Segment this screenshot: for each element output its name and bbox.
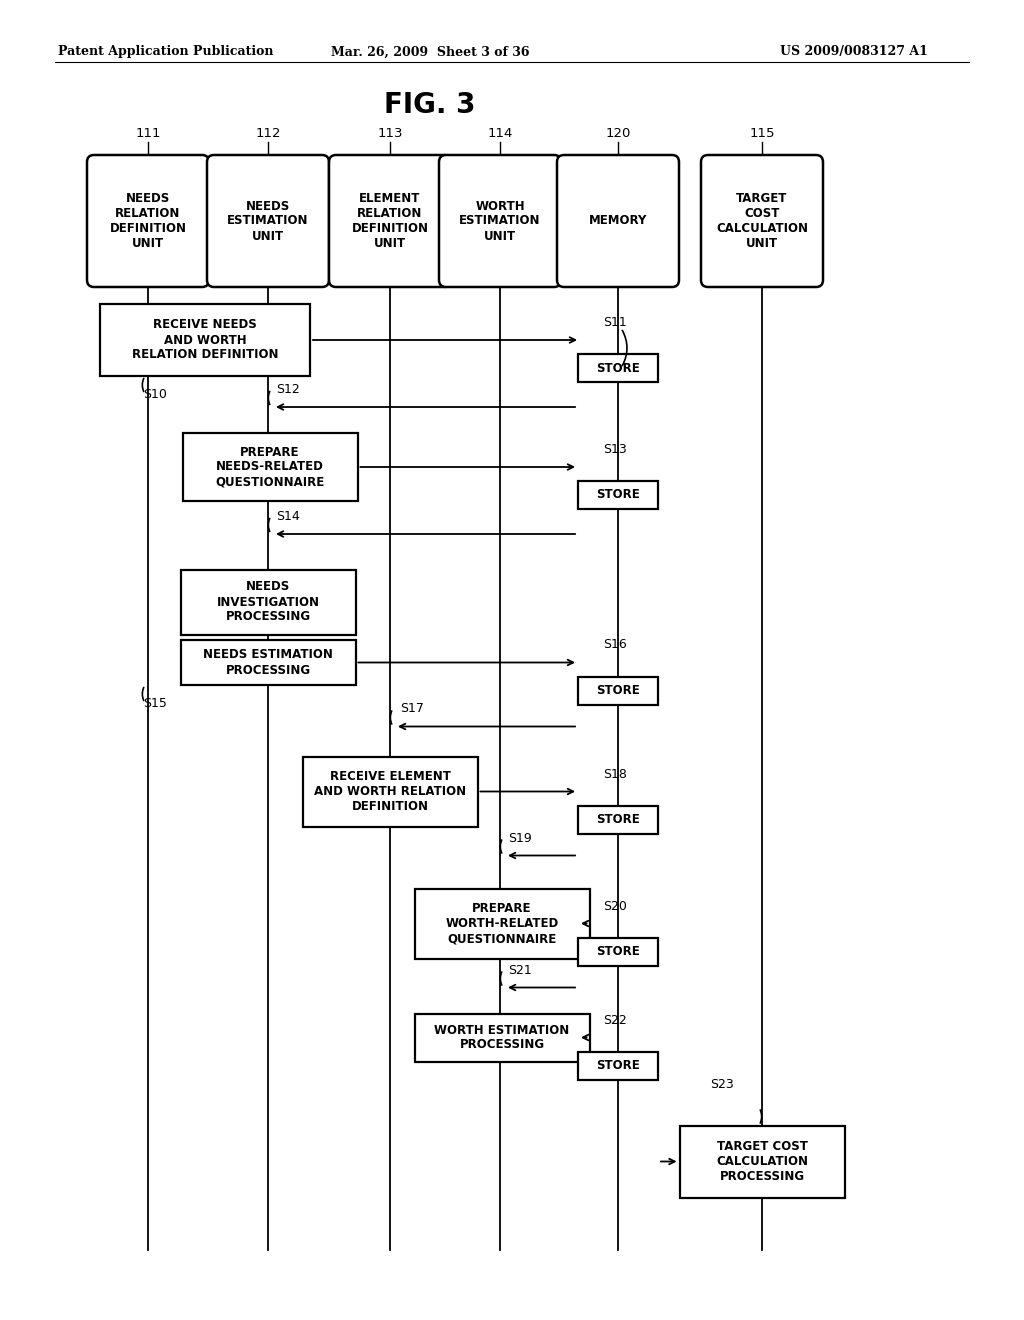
Bar — [180, 640, 355, 685]
Text: PREPARE
NEEDS-RELATED
QUESTIONNAIRE: PREPARE NEEDS-RELATED QUESTIONNAIRE — [215, 446, 325, 488]
Bar — [680, 1126, 845, 1197]
FancyBboxPatch shape — [701, 154, 823, 286]
Text: WORTH
ESTIMATION
UNIT: WORTH ESTIMATION UNIT — [459, 199, 541, 243]
Text: Mar. 26, 2009  Sheet 3 of 36: Mar. 26, 2009 Sheet 3 of 36 — [331, 45, 529, 58]
Bar — [180, 569, 355, 635]
Text: STORE: STORE — [596, 684, 640, 697]
Text: US 2009/0083127 A1: US 2009/0083127 A1 — [780, 45, 928, 58]
Text: S13: S13 — [603, 444, 627, 455]
Text: RECEIVE ELEMENT
AND WORTH RELATION
DEFINITION: RECEIVE ELEMENT AND WORTH RELATION DEFIN… — [314, 770, 466, 813]
Text: STORE: STORE — [596, 813, 640, 826]
Text: STORE: STORE — [596, 362, 640, 375]
Text: NEEDS
INVESTIGATION
PROCESSING: NEEDS INVESTIGATION PROCESSING — [216, 581, 319, 623]
FancyBboxPatch shape — [439, 154, 561, 286]
Text: Patent Application Publication: Patent Application Publication — [58, 45, 273, 58]
Text: RECEIVE NEEDS
AND WORTH
RELATION DEFINITION: RECEIVE NEEDS AND WORTH RELATION DEFINIT… — [132, 318, 279, 362]
Text: S21: S21 — [508, 964, 531, 977]
Bar — [578, 480, 658, 510]
Text: STORE: STORE — [596, 945, 640, 958]
Text: S11: S11 — [603, 315, 627, 329]
Text: MEMORY: MEMORY — [589, 214, 647, 227]
Bar — [578, 805, 658, 833]
Bar — [100, 304, 310, 376]
Text: 112: 112 — [255, 127, 281, 140]
Text: S14: S14 — [276, 510, 300, 523]
Text: 114: 114 — [487, 127, 513, 140]
Bar — [302, 756, 477, 826]
Text: 111: 111 — [135, 127, 161, 140]
Text: NEEDS
RELATION
DEFINITION
UNIT: NEEDS RELATION DEFINITION UNIT — [110, 191, 186, 249]
Text: 113: 113 — [377, 127, 402, 140]
FancyBboxPatch shape — [207, 154, 329, 286]
Text: S20: S20 — [603, 899, 627, 912]
FancyBboxPatch shape — [557, 154, 679, 286]
Text: NEEDS
ESTIMATION
UNIT: NEEDS ESTIMATION UNIT — [227, 199, 309, 243]
Text: S22: S22 — [603, 1014, 627, 1027]
Text: S15: S15 — [143, 697, 167, 710]
Text: S16: S16 — [603, 639, 627, 652]
Text: TARGET COST
CALCULATION
PROCESSING: TARGET COST CALCULATION PROCESSING — [716, 1140, 808, 1183]
Text: 120: 120 — [605, 127, 631, 140]
Text: S19: S19 — [508, 832, 531, 845]
Bar — [415, 888, 590, 958]
Bar — [182, 433, 357, 502]
FancyBboxPatch shape — [329, 154, 451, 286]
Bar — [578, 937, 658, 965]
Text: S12: S12 — [276, 383, 300, 396]
FancyBboxPatch shape — [87, 154, 209, 286]
Text: WORTH ESTIMATION
PROCESSING: WORTH ESTIMATION PROCESSING — [434, 1023, 569, 1052]
Text: TARGET
COST
CALCULATION
UNIT: TARGET COST CALCULATION UNIT — [716, 191, 808, 249]
Text: S10: S10 — [143, 388, 167, 401]
Text: S23: S23 — [710, 1077, 734, 1090]
Text: STORE: STORE — [596, 488, 640, 502]
Text: FIG. 3: FIG. 3 — [384, 91, 476, 119]
Bar — [578, 354, 658, 381]
Bar — [578, 1052, 658, 1080]
Text: PREPARE
WORTH-RELATED
QUESTIONNAIRE: PREPARE WORTH-RELATED QUESTIONNAIRE — [445, 902, 559, 945]
Text: ELEMENT
RELATION
DEFINITION
UNIT: ELEMENT RELATION DEFINITION UNIT — [351, 191, 428, 249]
Text: NEEDS ESTIMATION
PROCESSING: NEEDS ESTIMATION PROCESSING — [203, 648, 333, 676]
Text: STORE: STORE — [596, 1059, 640, 1072]
Bar — [415, 1014, 590, 1061]
Bar — [578, 676, 658, 705]
Text: S18: S18 — [603, 767, 627, 780]
Text: S17: S17 — [400, 702, 424, 715]
Text: 115: 115 — [750, 127, 775, 140]
